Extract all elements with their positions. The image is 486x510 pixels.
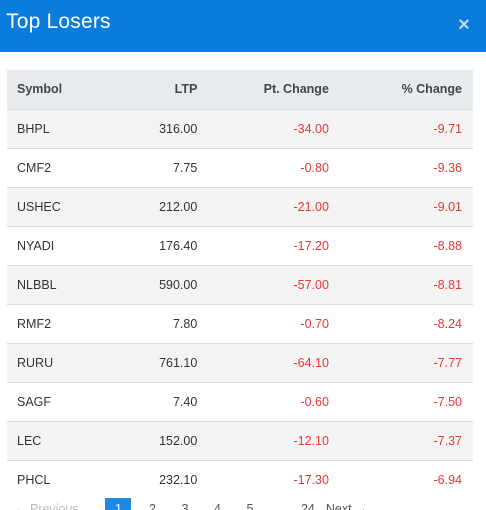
pagination: ← Previous 1 2 3 4 5 … 24 Next → bbox=[14, 498, 376, 510]
page-button-4[interactable]: 4 bbox=[213, 502, 221, 510]
column-header-pct-change[interactable]: % Change bbox=[401, 82, 462, 97]
cell-ltp: 7.75 bbox=[172, 160, 198, 175]
table-row[interactable]: NLBBL 590.00 -57.00 -8.81 bbox=[7, 265, 473, 304]
pagination-ellipsis: … bbox=[272, 502, 286, 510]
cell-symbol: PHCL bbox=[17, 472, 51, 487]
modal-header: Top Losers × bbox=[0, 0, 486, 52]
cell-symbol: USHEC bbox=[17, 199, 61, 214]
table-header: Symbol LTP Pt. Change % Change bbox=[7, 70, 473, 109]
cell-pct-change: -8.24 bbox=[433, 316, 463, 331]
cell-pct-change: -9.01 bbox=[433, 199, 463, 214]
cell-pt-change: -64.10 bbox=[293, 355, 329, 370]
cell-pt-change: -57.00 bbox=[293, 277, 329, 292]
losers-table-container: Symbol LTP Pt. Change % Change BHPL 316.… bbox=[7, 70, 473, 499]
cell-pct-change: -7.77 bbox=[433, 355, 463, 370]
column-header-ltp[interactable]: LTP bbox=[174, 82, 198, 97]
page-button-3[interactable]: 3 bbox=[181, 502, 189, 510]
cell-ltp: 232.10 bbox=[159, 472, 198, 487]
cell-symbol: NYADI bbox=[17, 238, 55, 253]
page-button-2[interactable]: 2 bbox=[148, 502, 156, 510]
page-button-1[interactable]: 1 bbox=[105, 498, 132, 510]
cell-pct-change: -9.71 bbox=[433, 121, 463, 136]
table-row[interactable]: USHEC 212.00 -21.00 -9.01 bbox=[7, 187, 473, 226]
cell-pct-change: -7.37 bbox=[433, 433, 463, 448]
header-row: Symbol LTP Pt. Change % Change bbox=[7, 70, 473, 109]
table-row[interactable]: SAGF 7.40 -0.60 -7.50 bbox=[7, 382, 473, 421]
table-body: BHPL 316.00 -34.00 -9.71 CMF2 7.75 -0.80… bbox=[7, 109, 473, 499]
previous-page-button[interactable]: ← Previous bbox=[14, 502, 79, 510]
page-button-24[interactable]: 24 bbox=[300, 502, 315, 510]
cell-pt-change: -21.00 bbox=[293, 199, 329, 214]
table-row[interactable]: PHCL 232.10 -17.30 -6.94 bbox=[7, 460, 473, 499]
cell-symbol: LEC bbox=[17, 433, 42, 448]
table-row[interactable]: BHPL 316.00 -34.00 -9.71 bbox=[7, 109, 473, 148]
cell-pt-change: -17.30 bbox=[293, 472, 329, 487]
cell-pt-change: -0.70 bbox=[300, 316, 329, 331]
cell-pt-change: -0.80 bbox=[300, 160, 329, 175]
cell-symbol: SAGF bbox=[17, 394, 52, 409]
cell-pct-change: -8.81 bbox=[433, 277, 463, 292]
table-row[interactable]: CMF2 7.75 -0.80 -9.36 bbox=[7, 148, 473, 187]
close-button[interactable]: × bbox=[458, 14, 470, 36]
page-button-5[interactable]: 5 bbox=[246, 502, 254, 510]
next-page-button[interactable]: Next → bbox=[325, 502, 368, 510]
cell-pt-change: -12.10 bbox=[293, 433, 329, 448]
cell-pct-change: -7.50 bbox=[433, 394, 463, 409]
cell-ltp: 761.10 bbox=[159, 355, 198, 370]
cell-ltp: 316.00 bbox=[159, 121, 198, 136]
cell-ltp: 176.40 bbox=[159, 238, 198, 253]
cell-ltp: 152.00 bbox=[159, 433, 198, 448]
cell-pct-change: -9.36 bbox=[433, 160, 463, 175]
cell-pct-change: -6.94 bbox=[433, 472, 463, 487]
cell-symbol: RMF2 bbox=[17, 316, 52, 331]
cell-symbol: CMF2 bbox=[17, 160, 52, 175]
table-row[interactable]: RMF2 7.80 -0.70 -8.24 bbox=[7, 304, 473, 343]
column-header-pt-change[interactable]: Pt. Change bbox=[263, 82, 329, 97]
column-header-symbol[interactable]: Symbol bbox=[17, 82, 63, 97]
table-row[interactable]: RURU 761.10 -64.10 -7.77 bbox=[7, 343, 473, 382]
table-row[interactable]: NYADI 176.40 -17.20 -8.88 bbox=[7, 226, 473, 265]
cell-ltp: 7.80 bbox=[172, 316, 198, 331]
table-row[interactable]: LEC 152.00 -12.10 -7.37 bbox=[7, 421, 473, 460]
cell-pt-change: -0.60 bbox=[300, 394, 329, 409]
cell-pct-change: -8.88 bbox=[433, 238, 463, 253]
modal-title: Top Losers bbox=[6, 10, 111, 33]
cell-ltp: 212.00 bbox=[159, 199, 198, 214]
cell-symbol: BHPL bbox=[17, 121, 50, 136]
cell-ltp: 590.00 bbox=[159, 277, 198, 292]
cell-pt-change: -17.20 bbox=[293, 238, 329, 253]
cell-symbol: RURU bbox=[17, 355, 54, 370]
cell-symbol: NLBBL bbox=[17, 277, 57, 292]
cell-ltp: 7.40 bbox=[172, 394, 198, 409]
cell-pt-change: -34.00 bbox=[293, 121, 329, 136]
losers-table: Symbol LTP Pt. Change % Change BHPL 316.… bbox=[7, 70, 473, 499]
